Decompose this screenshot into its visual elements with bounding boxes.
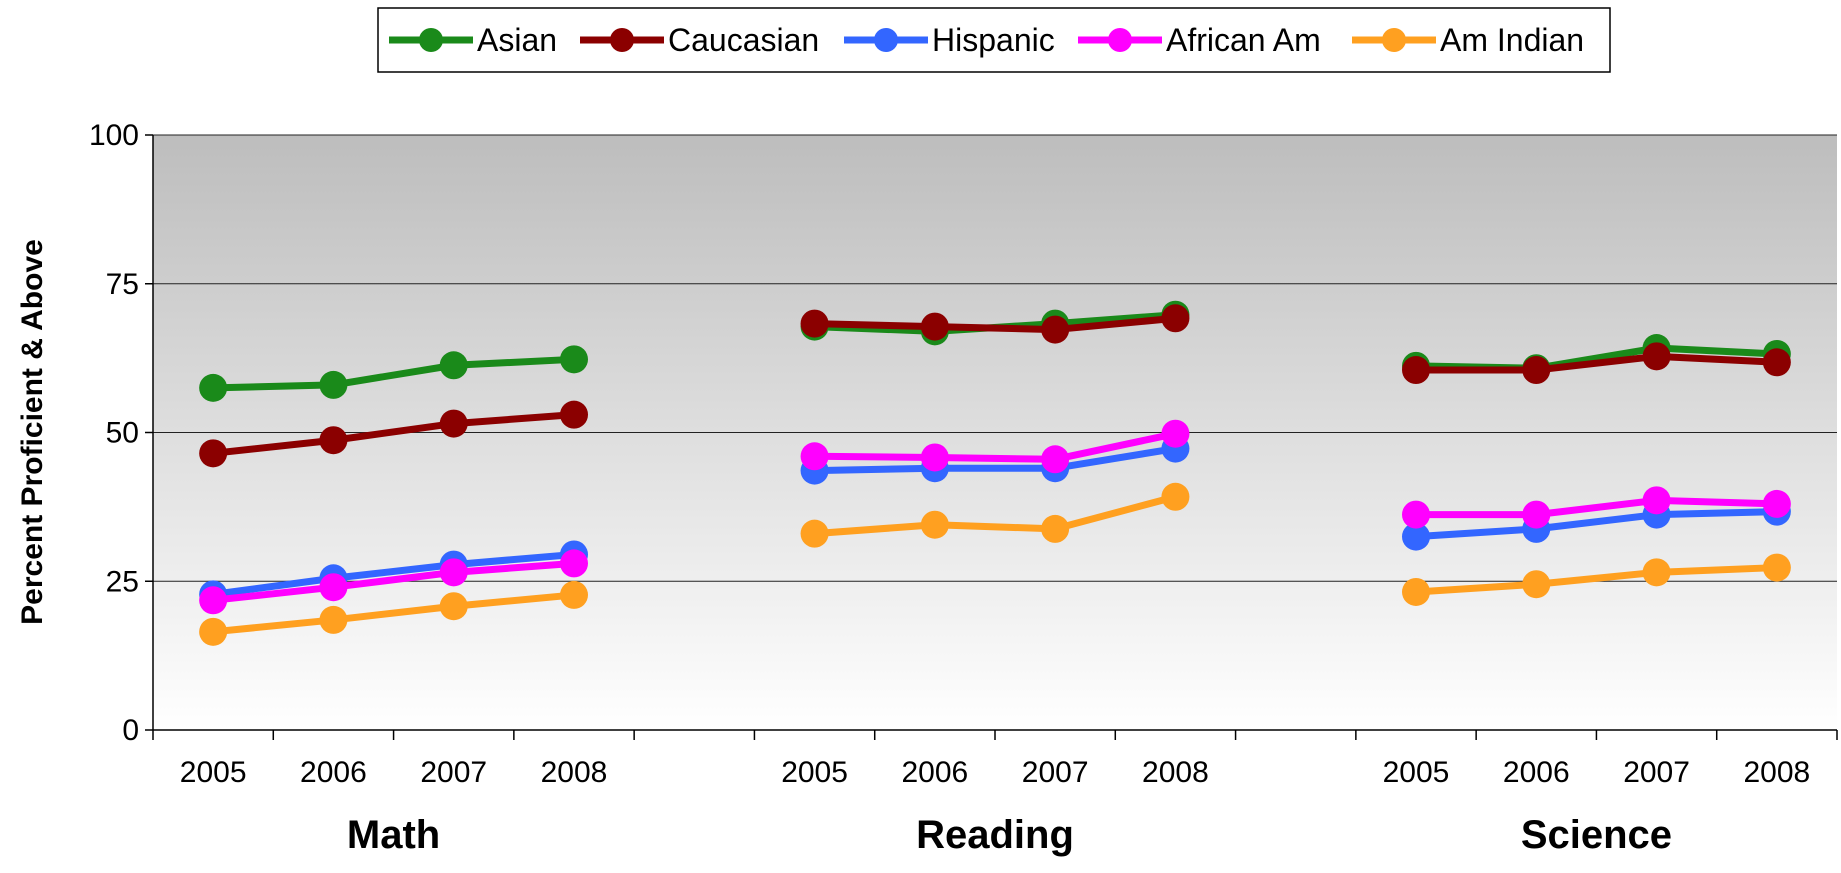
legend-label: African Am <box>1166 22 1321 58</box>
y-tick-label: 100 <box>89 119 139 152</box>
series-am-indian <box>199 482 1791 646</box>
legend-swatch-marker <box>874 28 898 52</box>
series-line <box>814 314 1176 334</box>
series-line <box>212 559 575 604</box>
data-point <box>439 409 468 438</box>
data-point <box>1642 558 1671 587</box>
legend-item: Asian <box>389 22 557 58</box>
data-point <box>199 439 228 468</box>
y-axis-label: Percent Proficient & Above <box>16 239 49 625</box>
data-point <box>800 442 829 471</box>
data-point <box>560 549 588 578</box>
data-point <box>920 312 949 341</box>
series-line <box>212 591 575 636</box>
y-tick-label: 75 <box>106 268 139 301</box>
series-line <box>814 445 1176 475</box>
legend-label: Am Indian <box>1440 22 1584 58</box>
series-line <box>814 493 1177 538</box>
series-lines <box>199 300 1791 646</box>
group-label-math: Math <box>347 813 440 857</box>
data-point <box>1402 522 1430 551</box>
x-tick-label: 2006 <box>1503 756 1570 789</box>
data-point <box>560 580 588 609</box>
series-caucasian <box>199 304 1791 468</box>
data-point <box>319 605 348 634</box>
x-tick-label: 2006 <box>300 756 367 789</box>
series-line <box>1416 496 1777 519</box>
legend-item: Hispanic <box>844 22 1055 58</box>
data-point <box>1522 500 1551 529</box>
x-tick-label: 2008 <box>1142 756 1209 789</box>
data-point <box>1762 553 1791 582</box>
axes: 0 25 50 75 100 2005 2006 2007 2008 Math 2005 2006 20… <box>89 119 1838 857</box>
data-point <box>1041 315 1070 344</box>
legend-item: Caucasian <box>580 22 819 58</box>
legend-swatch-marker <box>1382 28 1406 52</box>
data-point <box>319 573 348 602</box>
data-point <box>1041 445 1070 474</box>
data-point <box>1762 489 1791 518</box>
legend-label: Hispanic <box>932 22 1055 58</box>
data-point <box>1642 486 1671 515</box>
y-tick-label: 0 <box>122 714 139 747</box>
x-tick-label: 2006 <box>901 756 968 789</box>
legend: Asian Caucasian Hispanic African Am Am India… <box>377 7 1611 73</box>
data-point <box>800 309 829 338</box>
x-tick-label: 2007 <box>1022 756 1089 789</box>
data-point <box>1642 342 1671 371</box>
y-tick-label: 25 <box>106 565 139 598</box>
legend-label: Caucasian <box>668 22 819 58</box>
y-tick-label: 50 <box>106 417 139 450</box>
series-line <box>1415 564 1777 596</box>
data-point <box>1161 304 1190 333</box>
data-point <box>199 373 228 402</box>
legend-swatch-marker <box>419 28 443 52</box>
data-point <box>920 510 949 539</box>
data-point <box>1402 577 1430 606</box>
series-line <box>212 550 575 598</box>
data-point <box>1522 570 1551 599</box>
data-point <box>1161 482 1190 511</box>
data-point <box>199 586 228 615</box>
series-line <box>212 411 575 457</box>
series-line <box>1416 352 1778 374</box>
data-point <box>920 443 949 472</box>
legend-swatch-marker <box>1108 28 1132 52</box>
x-tick-label: 2007 <box>1623 756 1690 789</box>
legend-item: African Am <box>1078 22 1321 58</box>
data-point <box>439 592 468 621</box>
data-point <box>319 370 348 399</box>
data-point <box>1402 500 1430 529</box>
data-point <box>800 519 829 548</box>
data-point <box>1522 356 1551 385</box>
data-point <box>319 426 348 455</box>
legend-label: Asian <box>477 22 557 58</box>
group-label-science: Science <box>1521 813 1672 857</box>
data-point <box>439 351 468 380</box>
x-tick-label: 2008 <box>1743 756 1810 789</box>
series-line <box>814 430 1177 463</box>
data-point <box>1762 348 1791 377</box>
series-african-am <box>199 419 1791 615</box>
series-line <box>1415 508 1777 541</box>
data-point <box>199 617 228 646</box>
x-tick-label: 2005 <box>1383 756 1450 789</box>
x-tick-label: 2005 <box>781 756 848 789</box>
x-tick-label: 2008 <box>541 756 608 789</box>
data-point <box>560 345 588 374</box>
data-point <box>1402 356 1430 385</box>
x-tick-label: 2005 <box>180 756 247 789</box>
data-point <box>1161 419 1190 448</box>
x-tick-label: 2007 <box>420 756 487 789</box>
series-line <box>213 355 575 392</box>
legend-item: Am Indian <box>1352 22 1584 58</box>
data-point <box>560 400 588 429</box>
group-label-reading: Reading <box>916 813 1074 857</box>
data-point <box>439 558 468 587</box>
legend-swatch-marker <box>610 28 634 52</box>
data-point <box>1041 514 1070 543</box>
